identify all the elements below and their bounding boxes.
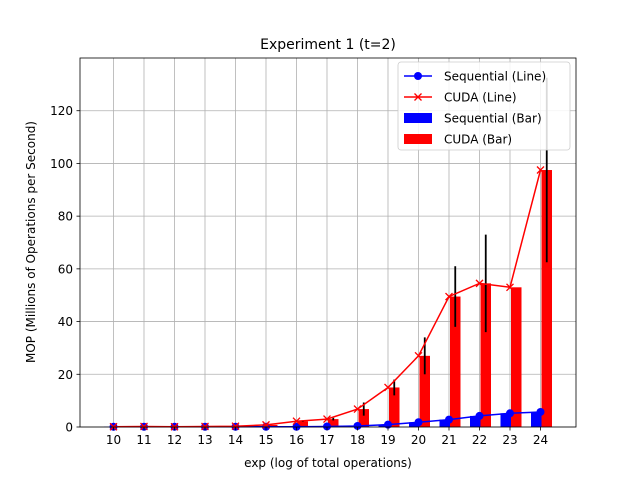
x-tick-label: 14 [228, 433, 243, 447]
x-tick-label: 17 [319, 433, 334, 447]
x-tick-label: 11 [136, 433, 151, 447]
chart-title: Experiment 1 (t=2) [260, 37, 396, 53]
x-tick-label: 15 [258, 433, 273, 447]
legend-label: CUDA (Bar) [444, 133, 512, 147]
y-tick-label: 80 [58, 210, 73, 224]
x-tick-label: 20 [411, 433, 426, 447]
x-tick-label: 13 [197, 433, 212, 447]
legend-swatch [404, 134, 432, 144]
y-tick-label: 100 [50, 157, 73, 171]
point-marker [506, 409, 514, 417]
point-marker [537, 408, 545, 416]
x-tick-label: 21 [441, 433, 456, 447]
x-axis-label: exp (log of total operations) [244, 456, 412, 470]
x-tick-label: 24 [533, 433, 548, 447]
legend-label: Sequential (Bar) [444, 112, 542, 126]
y-tick-label: 20 [58, 368, 73, 382]
legend-swatch [404, 113, 432, 123]
point-marker [476, 412, 484, 420]
bar-cuda-bar [511, 287, 522, 427]
x-tick-label: 18 [350, 433, 365, 447]
x-tick-label: 10 [106, 433, 121, 447]
legend-label: Sequential (Line) [444, 70, 546, 84]
legend-marker [414, 72, 422, 80]
x-tick-label: 22 [472, 433, 487, 447]
point-marker [445, 416, 453, 424]
y-axis-label: MOP (Millions of Operations per Second) [24, 121, 38, 363]
y-tick-label: 60 [58, 262, 73, 276]
legend: Sequential (Line) CUDA (Line) Sequential (… [398, 62, 570, 150]
y-tick-label: 120 [50, 104, 73, 118]
x-tick-label: 19 [380, 433, 395, 447]
point-marker [415, 418, 423, 426]
x-tick-label: 16 [289, 433, 304, 447]
y-tick-label: 0 [65, 421, 73, 435]
legend-label: CUDA (Line) [444, 91, 517, 105]
y-tick-label: 40 [58, 315, 73, 329]
x-tick-label: 23 [502, 433, 517, 447]
x-tick-label: 12 [167, 433, 182, 447]
